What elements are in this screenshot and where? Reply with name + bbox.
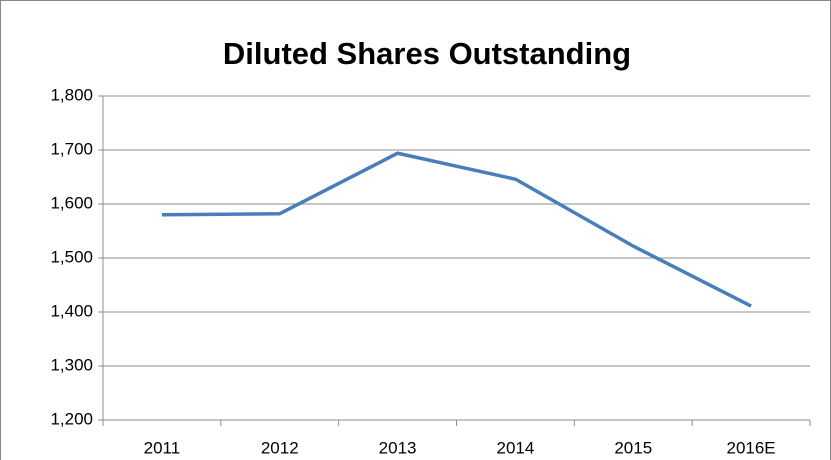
y-tick-label: 1,700: [50, 139, 93, 158]
x-tick-label: 2013: [379, 438, 417, 457]
y-tick-label: 1,600: [50, 193, 93, 212]
x-tick-label: 2012: [261, 438, 299, 457]
x-tick-label: 2011: [144, 438, 181, 457]
x-tick-label: 2015: [614, 438, 652, 457]
y-tick-label: 1,400: [50, 301, 93, 320]
y-tick-label: 1,800: [50, 85, 93, 104]
y-tick-label: 1,200: [50, 409, 93, 428]
y-tick-label: 1,500: [50, 247, 93, 266]
y-tick-label: 1,300: [50, 355, 93, 374]
chart-title: Diluted Shares Outstanding: [223, 36, 631, 71]
x-tick-label: 2016E: [726, 438, 775, 457]
x-tick-label: 2014: [497, 438, 535, 457]
line-series: [161, 151, 752, 308]
